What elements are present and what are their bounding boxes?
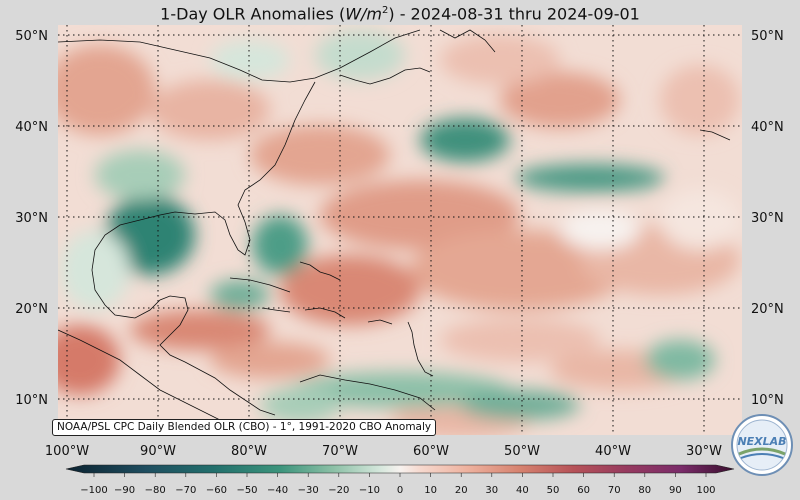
- map-title: 1-Day OLR Anomalies (W/m2) - 2024-08-31 …: [0, 0, 800, 25]
- colorbar-tick-label: 80: [638, 485, 651, 496]
- colorbar-tick-label: −40: [267, 485, 288, 496]
- colorbar-tick-label: 70: [608, 485, 621, 496]
- colorbar-bar: [65, 464, 735, 474]
- lat-label-10n-left: 10°N: [15, 393, 48, 408]
- lon-label-50w: 50°W: [504, 444, 540, 459]
- lon-label-30w: 30°W: [686, 444, 722, 459]
- coastlines: [58, 29, 731, 421]
- colorbar-tick-labels: −100 −90 −80 −70 −60 −50 −40 −30 −20 −10 0 10 20 30 40…: [80, 485, 715, 496]
- colorbar-tick-label: −80: [145, 485, 166, 496]
- colorbar-tick-label: 0: [397, 485, 403, 496]
- logo-text: NEXLAB: [737, 435, 786, 448]
- anomaly-field: [58, 25, 742, 435]
- lat-label-30n-left: 30°N: [15, 211, 48, 226]
- colorbar-ticks: [93, 473, 707, 477]
- title-suffix: ) - 2024-08-31 thru 2024-09-01: [388, 4, 640, 24]
- colorbar-tick-label: 100: [696, 485, 715, 496]
- colorbar-tick-label: 10: [424, 485, 437, 496]
- lat-label-40n-left: 40°N: [15, 120, 48, 135]
- title-unit-power: 2: [381, 5, 389, 16]
- nexlab-logo[interactable]: NEXLAB: [731, 414, 793, 476]
- colorbar-tick-label: 20: [455, 485, 468, 496]
- colorbar-tick-label: −30: [298, 485, 319, 496]
- colorbar-tick-label: 30: [485, 485, 498, 496]
- colorbar-tick-label: −10: [359, 485, 380, 496]
- lat-label-50n-left: 50°N: [15, 29, 48, 44]
- lat-labels-left: 50°N 40°N 30°N 20°N 10°N: [15, 29, 48, 408]
- colorbar-tick-label: 50: [547, 485, 560, 496]
- lat-label-20n-left: 20°N: [15, 302, 48, 317]
- title-unit-symbol: W/m: [345, 4, 382, 24]
- lat-label-40n-right: 40°N: [751, 120, 784, 135]
- source-note: NOAA/PSL CPC Daily Blended OLR (CBO) - 1…: [52, 419, 437, 436]
- colorbar-tick-label: −50: [236, 485, 257, 496]
- graticule: [58, 25, 742, 435]
- colorbar-tick-label: 90: [669, 485, 682, 496]
- lon-label-100w: 100°W: [45, 444, 89, 459]
- lon-label-60w: 60°W: [413, 444, 449, 459]
- lat-label-30n-right: 30°N: [751, 211, 784, 226]
- colorbar-tick-label: −90: [114, 485, 135, 496]
- lat-label-50n-right: 50°N: [751, 29, 784, 44]
- lon-label-90w: 90°W: [140, 444, 176, 459]
- title-prefix: 1-Day OLR Anomalies (: [160, 4, 346, 24]
- colorbar: −100 −90 −80 −70 −60 −50 −40 −30 −20 −10 0 10 20 30 40…: [65, 464, 735, 496]
- colorbar-tick-label: −100: [80, 485, 107, 496]
- lat-label-20n-right: 20°N: [751, 302, 784, 317]
- lon-label-40w: 40°W: [595, 444, 631, 459]
- lat-label-10n-right: 10°N: [751, 393, 784, 408]
- lon-label-80w: 80°W: [231, 444, 267, 459]
- lon-label-70w: 70°W: [322, 444, 358, 459]
- colorbar-tick-label: −70: [175, 485, 196, 496]
- colorbar-tick-label: 40: [516, 485, 529, 496]
- colorbar-tick-label: −60: [206, 485, 227, 496]
- lat-labels-right: 50°N 40°N 30°N 20°N 10°N: [751, 29, 784, 408]
- colorbar-tick-label: 60: [577, 485, 590, 496]
- lon-labels: 100°W 90°W 80°W 70°W 60°W 50°W 40°W 30°W: [45, 444, 722, 459]
- colorbar-tick-label: −20: [328, 485, 349, 496]
